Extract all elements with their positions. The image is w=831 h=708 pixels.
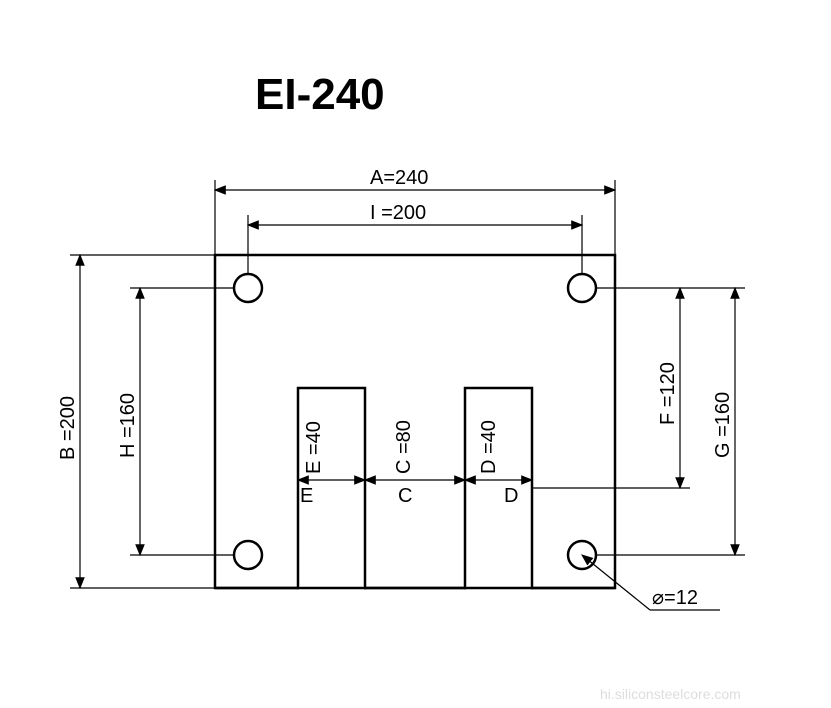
dim-diameter: ⌀=12 [582,555,720,610]
dim-A-label: A=240 [370,167,428,189]
svg-text:E: E [300,485,313,507]
technical-drawing: A=240 I =200 B =200 H =160 E =40 E C =80… [0,0,831,708]
dim-C-label: C =80 [393,420,415,474]
dim-I-label: I =200 [370,202,426,224]
dim-F: F =120 [532,288,690,488]
dim-G-label: G =160 [712,392,734,458]
dim-dia-label: ⌀=12 [652,587,698,609]
svg-text:C: C [398,485,412,507]
svg-text:D: D [504,485,518,507]
slot-right [465,388,532,588]
dim-H: H =160 [117,288,234,555]
dim-B-label: B =200 [57,396,79,460]
dim-E-label: E =40 [303,421,325,474]
hole-bl [234,541,262,569]
hole-tl [234,274,262,302]
part-outline [215,255,615,588]
dim-I: I =200 [248,202,582,274]
dim-C: C =80 C [365,420,465,507]
hole-tr [568,274,596,302]
dim-D-label: D =40 [478,420,500,474]
dim-F-label: F =120 [657,362,679,425]
dim-H-label: H =160 [117,393,139,458]
